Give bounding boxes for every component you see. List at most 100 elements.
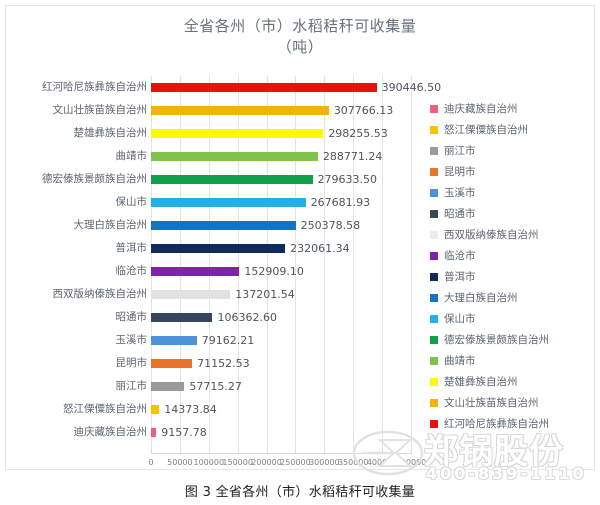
x-tick-label: 0 <box>148 458 154 467</box>
bar-row: 昭通市 106362.60 <box>116 306 411 329</box>
x-tick-label: 200000 <box>251 458 282 467</box>
bar-row: 丽江市 57715.27 <box>116 375 411 398</box>
x-tick-mark <box>179 450 181 454</box>
x-tick-mark <box>382 450 384 454</box>
category-label: 曲靖市 <box>115 150 148 162</box>
category-label: 普洱市 <box>115 242 148 254</box>
bar-row: 大理白族自治州 250378.58 <box>74 214 411 237</box>
category-label: 德宏傣族景颇族自治州 <box>42 173 147 185</box>
bar-value-label: 106362.60 <box>217 311 277 324</box>
x-tick-mark <box>237 450 239 454</box>
x-tick-mark <box>353 450 355 454</box>
x-tick-mark <box>324 450 326 454</box>
category-label: 迪庆藏族自治州 <box>73 426 148 438</box>
bar-row: 楚雄彝族自治州 298255.53 <box>74 122 411 145</box>
legend-label: 玉溪市 <box>444 187 476 199</box>
bar-row: 曲靖市 288771.24 <box>116 145 411 168</box>
legend-swatch-icon <box>430 419 438 428</box>
legend-label: 怒江傈僳族自治州 <box>444 124 528 136</box>
bar-value-label: 14373.84 <box>164 403 217 416</box>
x-tick-label: 350000 <box>337 458 369 467</box>
bar-row: 西双版纳傣族自治州 137201.54 <box>53 283 411 306</box>
category-label: 昆明市 <box>115 357 148 369</box>
bar <box>151 152 318 161</box>
bar-value-label: 137201.54 <box>235 288 295 301</box>
bar-row: 迪庆藏族自治州 9157.78 <box>74 421 411 444</box>
legend-item[interactable]: 德宏傣族景颇族自治州 <box>430 329 596 350</box>
category-label: 楚雄彝族自治州 <box>73 127 148 139</box>
bar-row: 保山市 267681.93 <box>116 191 411 214</box>
legend-item[interactable]: 普洱市 <box>430 266 596 287</box>
bar-row: 玉溪市 79162.21 <box>116 329 411 352</box>
gridline <box>151 76 152 454</box>
x-tick-label: 50000 <box>167 458 193 467</box>
category-label: 大理白族自治州 <box>73 219 148 231</box>
legend-label: 保山市 <box>444 313 476 325</box>
gridline <box>266 76 268 454</box>
x-tick-mark <box>411 450 412 454</box>
legend-swatch-icon <box>430 356 438 365</box>
category-label: 怒江傈僳族自治州 <box>63 403 147 415</box>
legend-item[interactable]: 玉溪市 <box>430 182 596 203</box>
legend-item[interactable]: 曲靖市 <box>430 350 596 371</box>
legend-item[interactable]: 楚雄彝族自治州 <box>430 371 596 392</box>
x-tick-mark <box>208 450 210 454</box>
category-label: 昭通市 <box>115 311 148 323</box>
bar-value-label: 279633.50 <box>317 173 378 186</box>
gridline <box>295 76 297 454</box>
bar <box>151 336 197 345</box>
legend-swatch-icon <box>430 377 438 386</box>
legend-item[interactable]: 昆明市 <box>430 161 596 182</box>
bar <box>151 106 329 115</box>
bar-row: 临沧市 152909.10 <box>116 260 411 283</box>
gridline <box>237 76 239 454</box>
legend-label: 迪庆藏族自治州 <box>444 103 518 115</box>
bar <box>151 129 324 138</box>
legend-item[interactable]: 西双版纳傣族自治州 <box>430 224 596 245</box>
category-label: 玉溪市 <box>115 334 148 346</box>
legend-item[interactable]: 大理白族自治州 <box>430 287 596 308</box>
bar <box>151 221 296 230</box>
legend-swatch-icon <box>430 272 438 281</box>
x-tick-label: 100000 <box>193 458 225 467</box>
legend-item[interactable]: 昭通市 <box>430 203 596 224</box>
bar-value-label: 79162.21 <box>201 334 255 347</box>
x-tick-label: 150000 <box>222 458 253 467</box>
bar <box>151 290 231 299</box>
figure-caption: 图 3 全省各州（市）水稻秸秆可收集量 <box>184 485 416 500</box>
legend-label: 楚雄彝族自治州 <box>444 376 518 388</box>
x-axis-line <box>151 453 411 454</box>
gridline <box>411 76 412 454</box>
legend-item[interactable]: 怒江傈僳族自治州 <box>430 119 596 140</box>
bar-value-label: 232061.34 <box>290 242 350 255</box>
bar <box>151 244 286 253</box>
legend-swatch-icon <box>430 335 438 344</box>
legend-label: 丽江市 <box>444 145 476 157</box>
legend-swatch-icon <box>430 167 438 176</box>
legend-item[interactable]: 保山市 <box>430 308 596 329</box>
bar <box>151 83 377 92</box>
bar-value-label: 250378.58 <box>300 219 361 232</box>
x-tick-mark <box>295 450 297 454</box>
bar-row: 昆明市 71152.53 <box>116 352 411 375</box>
legend-item[interactable]: 文山壮族苗族自治州 <box>430 392 596 413</box>
legend-label: 临沧市 <box>444 250 476 262</box>
legend-item[interactable]: 临沧市 <box>430 245 596 266</box>
chart-title-line2: （吨） <box>276 38 324 56</box>
plot-area: 红河哈尼族彝族自治州 390446.50 文山壮族苗族自治州 307766.13 楚雄彝… <box>42 76 441 467</box>
legend-item[interactable]: 红河哈尼族彝族自治州 <box>430 413 596 434</box>
legend-label: 昭通市 <box>444 208 476 220</box>
bar <box>151 313 213 322</box>
x-tick-mark <box>266 450 268 454</box>
bar <box>151 175 313 184</box>
legend-swatch-icon <box>430 188 438 197</box>
legend-swatch-icon <box>430 209 438 218</box>
category-label: 文山壮族苗族自治州 <box>52 104 148 116</box>
gridline <box>208 76 210 454</box>
bar-value-label: 288771.24 <box>322 150 383 163</box>
legend-item[interactable]: 丽江市 <box>430 140 596 161</box>
legend-item[interactable]: 迪庆藏族自治州 <box>430 98 596 119</box>
bar <box>151 267 240 276</box>
bar-row: 怒江傈僳族自治州 14373.84 <box>63 398 411 421</box>
legend-swatch-icon <box>430 146 438 155</box>
